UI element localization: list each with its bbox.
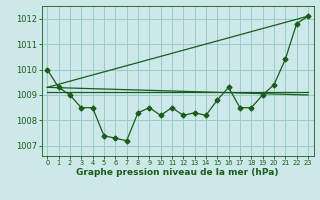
X-axis label: Graphe pression niveau de la mer (hPa): Graphe pression niveau de la mer (hPa) — [76, 168, 279, 177]
